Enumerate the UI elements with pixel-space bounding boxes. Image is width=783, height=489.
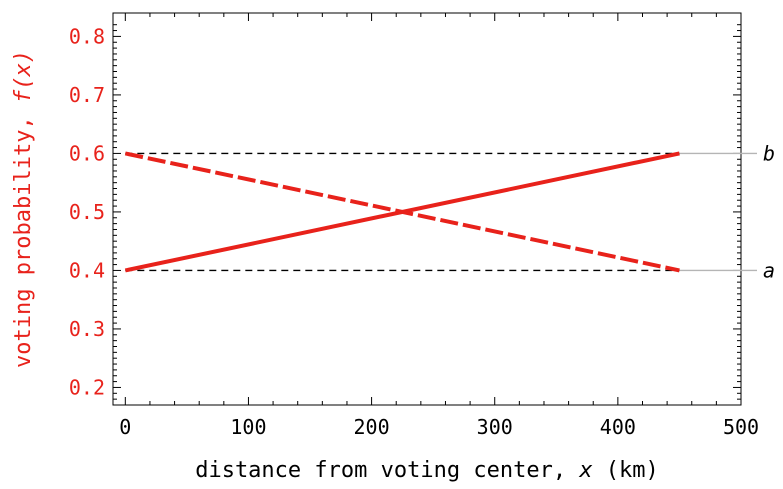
x-tick-label: 200 — [354, 415, 390, 439]
tick-labels: 0 100 200 300 400 500 0.2 0.3 0.4 0.5 0.6 0.7 0.8 — [69, 24, 759, 439]
y-tick-label: 0.8 — [69, 24, 105, 48]
x-tick-label: 0 — [119, 415, 131, 439]
x-axis-title-var: x — [578, 458, 592, 483]
series-line-dashed — [124, 151, 680, 273]
x-axis-title-suffix: (km) — [593, 458, 659, 483]
reference-lines — [125, 152, 757, 272]
reference-label-b: b — [763, 141, 775, 165]
y-tick-label: 0.7 — [69, 83, 105, 107]
reference-label-a: a — [763, 258, 775, 282]
reference-labels: ba — [763, 141, 775, 282]
x-tick-label: 300 — [477, 415, 513, 439]
y-axis-title-var: f(x) — [11, 50, 36, 103]
y-tick-label: 0.2 — [69, 375, 105, 399]
y-tick-label: 0.3 — [69, 317, 105, 341]
ticks — [113, 13, 742, 405]
y-tick-label: 0.6 — [69, 141, 105, 165]
y-axis-title: voting probability, f(x) — [11, 50, 36, 368]
y-tick-label: 0.4 — [69, 258, 105, 282]
x-tick-label: 500 — [723, 415, 759, 439]
x-axis-title-prefix: distance from voting center, — [195, 458, 579, 483]
x-axis-title: distance from voting center, x (km) — [195, 458, 659, 483]
plot-frame — [112, 12, 742, 406]
x-tick-label: 100 — [230, 415, 266, 439]
series-group — [124, 151, 680, 273]
y-axis-title-prefix: voting probability, — [11, 103, 36, 368]
x-tick-label: 400 — [600, 415, 636, 439]
y-tick-label: 0.5 — [69, 200, 105, 224]
